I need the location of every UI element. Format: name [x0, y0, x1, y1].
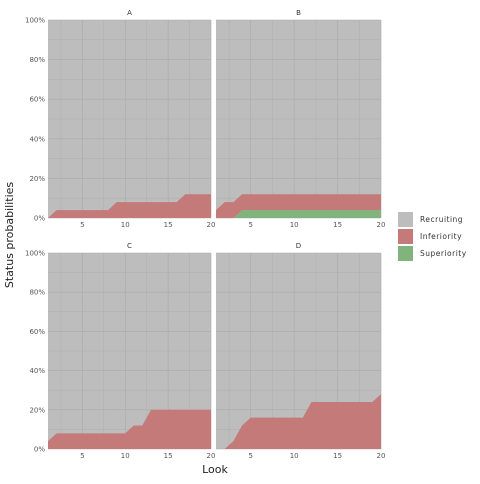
y-tick-label: 100%	[25, 17, 45, 25]
y-tick-label: 100%	[25, 250, 45, 258]
x-tick-label: 5	[80, 452, 84, 460]
x-tick-label: 5	[249, 452, 253, 460]
y-tick-label: 0%	[34, 446, 45, 454]
superiority-legend-swatch	[398, 246, 413, 261]
x-tick-label: 15	[164, 452, 173, 460]
y-tick-label: 60%	[29, 328, 45, 336]
x-tick-label: 10	[290, 221, 299, 229]
y-tick-label: 0%	[34, 215, 45, 223]
superiority-area	[216, 210, 381, 218]
x-tick-label: 5	[80, 221, 84, 229]
x-tick-label: 5	[249, 221, 253, 229]
panel-d: D 5 10 15 20	[216, 242, 385, 460]
x-tick-label: 20	[377, 221, 386, 229]
recruiting-legend-swatch	[398, 212, 413, 227]
x-tick-label: 10	[121, 452, 130, 460]
panel-b: B 5 10 15 20	[216, 9, 385, 229]
panel-title: C	[127, 242, 132, 250]
x-tick-label: 20	[207, 452, 216, 460]
panel-c: C 5 10 15 20 0% 20% 40% 60% 80% 100%	[25, 242, 215, 460]
panel-a: A 5 10 15 20 0% 20% 40% 60% 80% 100%	[25, 9, 215, 229]
y-tick-label: 40%	[29, 367, 45, 375]
x-tick-label: 20	[377, 452, 386, 460]
panel-title: A	[127, 9, 132, 17]
inferiority-legend-label: Inferiority	[420, 232, 462, 241]
legend: Recruiting Inferiority Superiority	[398, 212, 467, 261]
panel-title: B	[296, 9, 301, 17]
y-tick-label: 20%	[29, 175, 45, 183]
y-tick-label: 80%	[29, 289, 45, 297]
panel-title: D	[296, 242, 301, 250]
x-tick-label: 15	[333, 452, 342, 460]
recruiting-legend-label: Recruiting	[420, 215, 463, 224]
x-tick-label: 10	[290, 452, 299, 460]
inferiority-legend-swatch	[398, 229, 413, 244]
x-axis-title: Look	[202, 463, 228, 476]
x-tick-label: 15	[333, 221, 342, 229]
y-tick-label: 60%	[29, 96, 45, 104]
superiority-legend-label: Superiority	[420, 249, 467, 258]
x-tick-label: 15	[164, 221, 173, 229]
y-tick-label: 20%	[29, 406, 45, 414]
x-tick-label: 10	[121, 221, 130, 229]
y-tick-label: 80%	[29, 56, 45, 64]
x-tick-label: 20	[207, 221, 216, 229]
y-tick-label: 40%	[29, 135, 45, 143]
y-axis-title: Status probabilities	[3, 182, 16, 289]
